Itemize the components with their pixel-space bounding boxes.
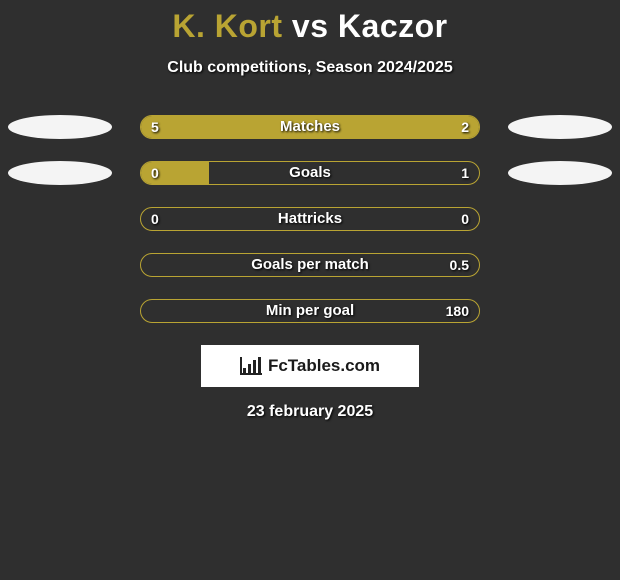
stat-bar-track: 01Goals [140, 161, 480, 185]
player2-badge [508, 161, 612, 185]
stat-bar-track: 0 0Hattricks [140, 207, 480, 231]
stat-row: 0 0Hattricks [0, 207, 620, 231]
logo-box: FcTables.com [201, 345, 419, 387]
player1-name: K. Kort [172, 8, 282, 44]
stat-row: 52Matches [0, 115, 620, 139]
page-title: K. Kort vs Kaczor [0, 8, 620, 45]
player1-badge [8, 115, 112, 139]
stat-value-left: 0 [151, 162, 159, 184]
player2-name: Kaczor [338, 8, 448, 44]
stat-label: Hattricks [141, 208, 479, 230]
subtitle: Club competitions, Season 2024/2025 [0, 59, 620, 77]
stat-value-right: 0.5 [450, 254, 469, 276]
stat-bar-fill-left [141, 116, 371, 138]
stat-row: 0.5Goals per match [0, 253, 620, 277]
stat-row: 180Min per goal [0, 299, 620, 323]
stat-bar-track: 52Matches [140, 115, 480, 139]
stat-value-right: 180 [446, 300, 469, 322]
chart-icon [240, 357, 262, 375]
stat-value-left: 5 [151, 116, 159, 138]
stat-value-left: 0 [151, 208, 159, 230]
chart-icon-bars [243, 357, 261, 373]
stat-value-right: 2 [461, 116, 469, 138]
comparison-card: K. Kort vs Kaczor Club competitions, Sea… [0, 8, 620, 580]
stat-value-right: 1 [461, 162, 469, 184]
stat-row: 01Goals [0, 161, 620, 185]
player2-badge [508, 115, 612, 139]
comparison-chart: 52Matches01Goals00Hattricks0.5Goals per … [0, 115, 620, 323]
stat-label: Min per goal [141, 300, 479, 322]
stat-value-right: 0 [461, 208, 469, 230]
title-vs: vs [292, 8, 329, 44]
logo-text: FcTables.com [268, 356, 380, 376]
stat-bar-track: 0.5Goals per match [140, 253, 480, 277]
stat-bar-track: 180Min per goal [140, 299, 480, 323]
stat-label: Goals per match [141, 254, 479, 276]
date-text: 23 february 2025 [0, 403, 620, 421]
player1-badge [8, 161, 112, 185]
